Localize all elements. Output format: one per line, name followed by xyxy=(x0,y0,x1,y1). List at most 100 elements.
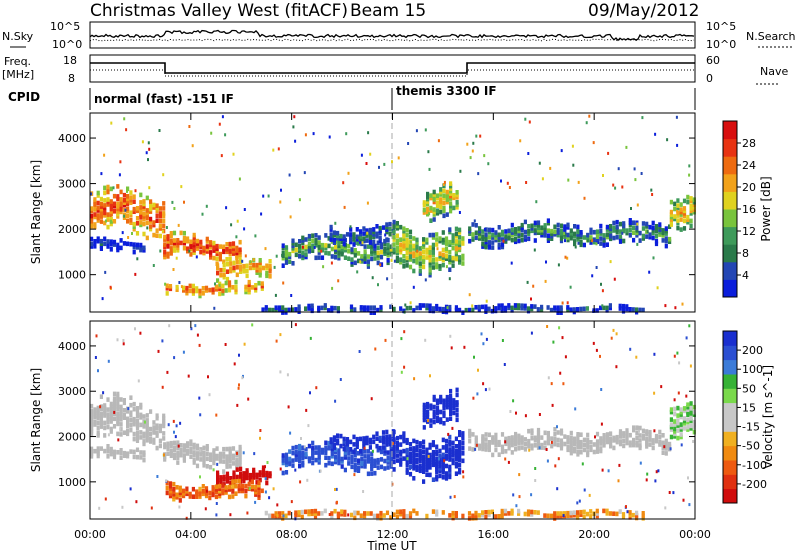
power-cell xyxy=(112,242,117,247)
power-cell xyxy=(455,200,459,205)
velocity-noise-cell xyxy=(309,336,312,340)
power-cell xyxy=(340,239,344,244)
power-cell xyxy=(441,230,445,235)
power-cell xyxy=(658,224,662,230)
power-cell xyxy=(291,243,295,249)
velocity-noise-cell xyxy=(664,506,667,510)
power-cell xyxy=(429,218,433,223)
velocity-cell xyxy=(129,422,133,428)
velocity-cell xyxy=(432,409,436,415)
velocity-cell xyxy=(449,416,453,421)
power-cell xyxy=(209,242,213,248)
power-cell xyxy=(628,218,632,223)
velocity-cell xyxy=(254,492,258,497)
velocity-cell xyxy=(612,511,616,516)
velocity-cell xyxy=(628,515,632,520)
velocity-cell xyxy=(135,438,140,443)
velocity-cell xyxy=(139,450,143,455)
velocity-cell xyxy=(324,445,328,451)
velocity-cell xyxy=(526,511,531,517)
power-cell xyxy=(566,237,570,243)
velocity-cell xyxy=(369,511,373,516)
power-cell xyxy=(109,216,113,222)
velocity-cell xyxy=(645,431,649,437)
velocity-cell xyxy=(294,454,298,460)
velocity-cell xyxy=(376,447,380,453)
velocity-cell xyxy=(235,463,239,468)
velocity-noise-cell xyxy=(150,506,153,510)
velocity-cell xyxy=(530,428,534,433)
velocity-cell xyxy=(96,433,100,438)
power-cell xyxy=(520,232,524,238)
power-cell xyxy=(103,185,107,191)
velocity-cell xyxy=(438,448,442,454)
power-cell xyxy=(609,236,613,242)
velocity-cell xyxy=(389,459,393,464)
velocity-cell xyxy=(635,510,639,516)
power-cell xyxy=(301,240,305,246)
velocity-cell xyxy=(250,484,254,489)
power-cell xyxy=(438,263,442,269)
velocity-cell xyxy=(612,435,616,441)
power-cell xyxy=(669,217,673,222)
velocity-cell xyxy=(679,424,683,430)
power-cell xyxy=(103,241,107,247)
power-noise-cell xyxy=(569,285,572,289)
cpid-mode-2: themis 3300 IF xyxy=(396,84,497,98)
power-noise-cell xyxy=(483,228,486,231)
velocity-cell xyxy=(448,449,452,455)
power-cell xyxy=(385,224,389,230)
power-cell xyxy=(431,250,435,255)
power-noise-cell xyxy=(479,134,482,138)
power-cell xyxy=(432,217,436,222)
power-cell xyxy=(556,230,560,235)
power-cell xyxy=(530,304,534,309)
power-cell xyxy=(471,232,475,237)
velocity-cell xyxy=(686,412,690,417)
power-cell xyxy=(386,245,390,250)
velocity-cell xyxy=(536,435,541,440)
velocity-cell xyxy=(330,513,334,519)
velocity-cell xyxy=(586,452,590,458)
velocity-cell xyxy=(504,436,508,442)
velocity-noise-cell xyxy=(581,462,584,466)
power-cell xyxy=(373,251,377,256)
velocity-cell xyxy=(340,456,344,462)
velocity-cell xyxy=(106,454,110,459)
velocity-cell xyxy=(412,438,416,444)
power-cell xyxy=(635,233,639,238)
velocity-cell xyxy=(686,427,690,432)
velocity-cell xyxy=(112,424,117,429)
power-cell xyxy=(451,255,455,261)
velocity-cell xyxy=(487,440,491,445)
velocity-cell xyxy=(392,437,396,442)
velocity-cell xyxy=(445,402,449,407)
power-cell xyxy=(432,207,436,212)
velocity-cell xyxy=(526,509,531,514)
velocity-cell xyxy=(595,449,600,454)
velocity-cell xyxy=(209,452,213,457)
power-cell xyxy=(99,214,103,219)
power-noise-cell xyxy=(171,200,174,204)
velocity-noise-cell xyxy=(241,376,244,380)
power-noise-cell xyxy=(260,212,263,216)
velocity-cell xyxy=(517,511,521,516)
velocity-cell xyxy=(609,441,613,446)
velocity-noise-cell xyxy=(199,475,201,479)
velocity-cell xyxy=(471,432,475,437)
power-noise-cell xyxy=(148,186,151,190)
velocity-cell xyxy=(445,404,449,410)
velocity-cell xyxy=(412,453,416,459)
velocity-cell xyxy=(239,474,243,479)
velocity-cell xyxy=(385,510,390,516)
velocity-cell xyxy=(215,456,219,461)
velocity-cell xyxy=(281,458,285,463)
power-cell xyxy=(376,307,380,313)
velocity-cell xyxy=(129,417,133,423)
velocity-cell xyxy=(112,404,117,409)
velocity-cell xyxy=(158,443,162,449)
power-cell xyxy=(458,257,462,263)
power-cell xyxy=(461,261,465,266)
power-noise-cell xyxy=(303,171,306,175)
power-noise-cell xyxy=(230,223,233,227)
